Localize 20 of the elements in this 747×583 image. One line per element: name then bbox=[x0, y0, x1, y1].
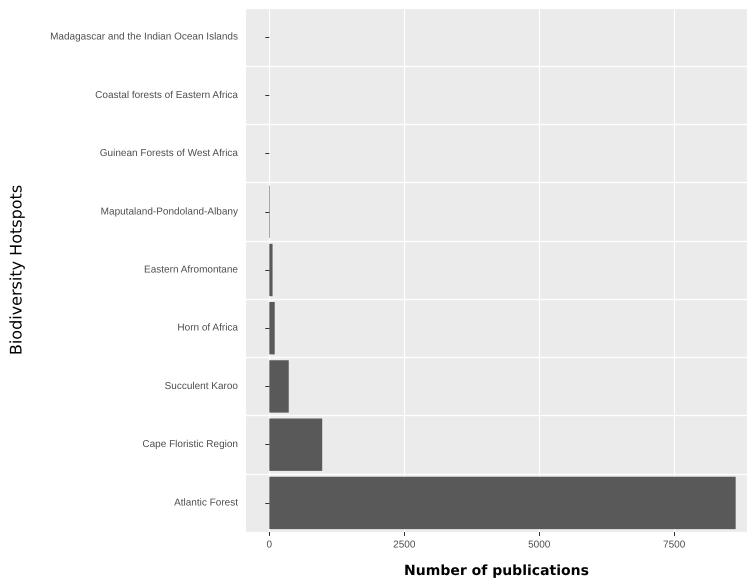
y-axis-title: Biodiversity Hotspots bbox=[6, 184, 26, 356]
y-tick-label: Coastal forests of Eastern Africa bbox=[95, 90, 238, 101]
y-tick-label: Eastern Afromontane bbox=[144, 264, 238, 276]
y-tick-label: Maputaland-Pondoland-Albany bbox=[100, 206, 238, 218]
bar bbox=[269, 360, 289, 413]
x-tick-label: 7500 bbox=[663, 540, 686, 550]
y-tick-label: Atlantic Forest bbox=[174, 497, 238, 508]
bar bbox=[269, 418, 322, 471]
y-tick-label: Cape Floristic Region bbox=[142, 439, 238, 450]
bar bbox=[269, 244, 273, 296]
x-tick-label: 0 bbox=[266, 540, 273, 550]
x-axis-title: Number of publications bbox=[404, 563, 589, 579]
bar bbox=[269, 476, 736, 530]
bar bbox=[269, 302, 275, 354]
x-tick-label: 5000 bbox=[528, 540, 551, 550]
x-tick-label: 2500 bbox=[393, 540, 416, 550]
y-tick-label: Horn of Africa bbox=[177, 322, 238, 334]
y-tick-label: Madagascar and the Indian Ocean Islands bbox=[50, 32, 238, 43]
y-tick-label: Guinean Forests of West Africa bbox=[100, 148, 238, 160]
y-tick-label: Succulent Karoo bbox=[164, 380, 238, 392]
